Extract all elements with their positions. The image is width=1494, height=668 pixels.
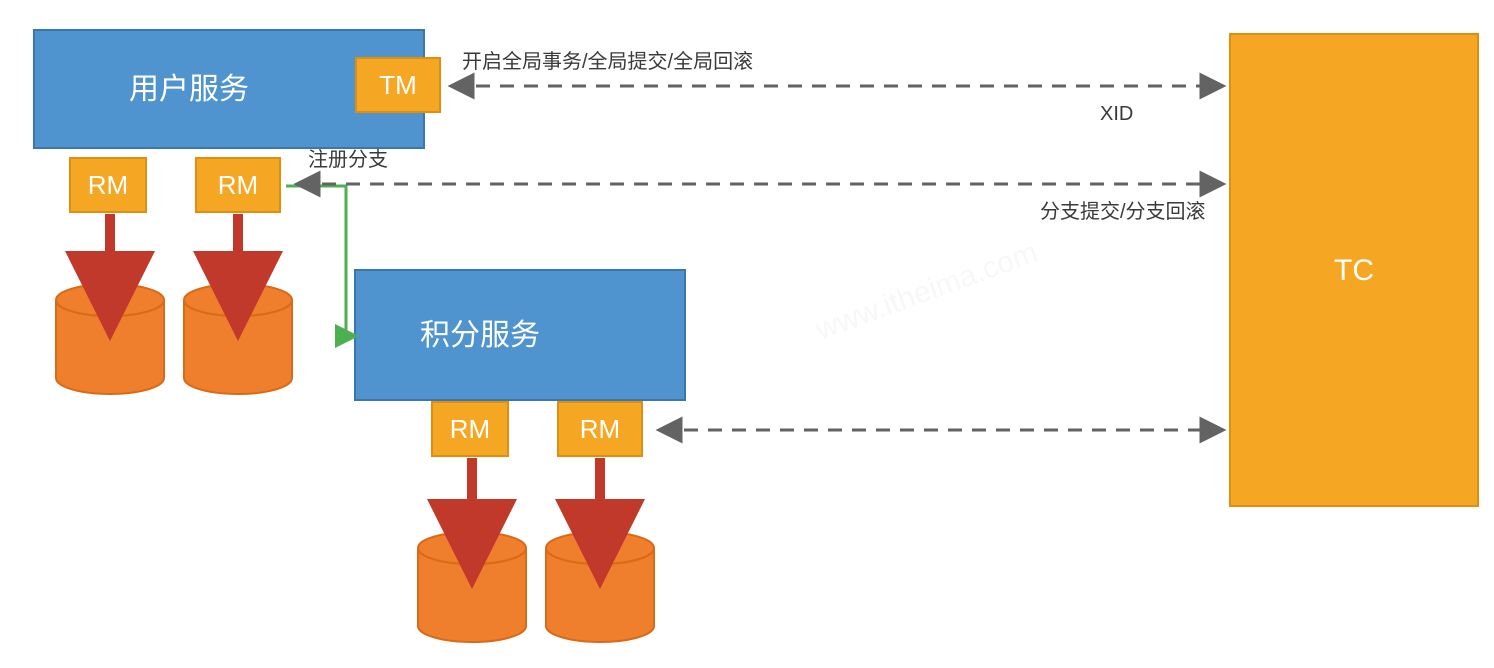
rm-user-2-badge: RM [196, 158, 280, 212]
rm-user-2-badge-label: RM [218, 170, 258, 200]
tc-label: TC [1334, 254, 1374, 287]
tm-badge: TM [356, 58, 440, 112]
rm-points-2-badge-label: RM [580, 414, 620, 444]
connector-rm-tc-1-label-bottom: 分支提交/分支回滚 [1040, 200, 1206, 223]
rm-points-2-badge: RM [558, 402, 642, 456]
connector-rm-tc-1-label-top: 注册分支 [308, 148, 388, 171]
rm-points-1-badge: RM [432, 402, 508, 456]
watermark-text: www.itheima.com [811, 236, 1043, 347]
points-service-box-label: 积分服务 [420, 319, 540, 352]
db-points-1 [418, 532, 526, 642]
user-service-box-label: 用户服务 [129, 73, 249, 106]
tm-badge-label: TM [379, 70, 417, 100]
rm-user-1-badge-label: RM [88, 170, 128, 200]
points-service-box: 积分服务 [355, 270, 685, 400]
db-user-1 [56, 284, 164, 394]
db-user-2 [184, 284, 292, 394]
rm-user-1-badge: RM [70, 158, 146, 212]
connector-tm-tc-label-bottom: XID [1100, 103, 1133, 125]
tc-box: TC [1230, 34, 1478, 506]
connector-tm-tc-label-top: 开启全局事务/全局提交/全局回滚 [462, 50, 753, 73]
arrow-user-to-points [286, 186, 355, 336]
rm-points-1-badge-label: RM [450, 414, 490, 444]
db-points-2 [546, 532, 654, 642]
